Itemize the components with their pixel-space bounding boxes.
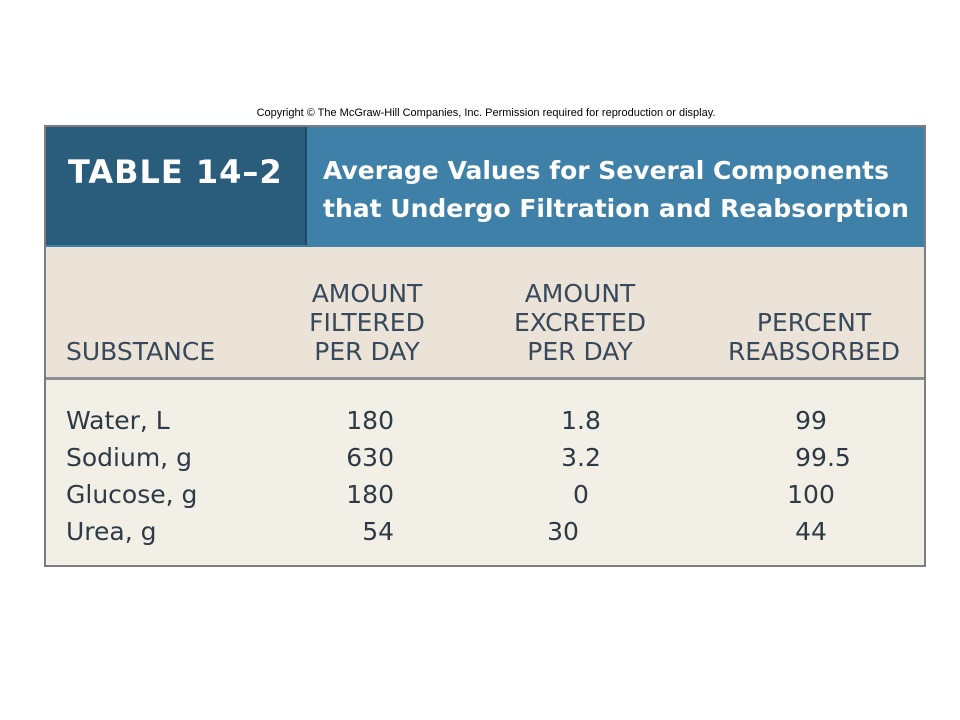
column-header-line: PER DAY <box>527 337 633 366</box>
copyright-notice: Copyright © The McGraw-Hill Companies, I… <box>256 107 716 119</box>
column-header-amount-excreted: AMOUNT EXCRETED PER DAY <box>505 279 655 366</box>
table-title-line: Average Values for Several Components <box>323 156 890 185</box>
column-header-line: PERCENT <box>756 308 872 337</box>
column-header-line: AMOUNT <box>311 279 423 308</box>
data-table: TABLE 14–2 Average Values for Several Co… <box>44 125 926 567</box>
table-title-band: TABLE 14–2 Average Values for Several Co… <box>46 127 924 247</box>
table-number-panel: TABLE 14–2 <box>46 127 307 245</box>
column-header-line: AMOUNT <box>524 279 636 308</box>
table-title-line: that Undergo Filtration and Reabsorption <box>323 194 909 223</box>
column-header-line: REABSORBED <box>727 337 901 366</box>
table-title: Average Values for Several Components th… <box>323 152 909 228</box>
column-header-line: SUBSTANCE <box>66 337 216 366</box>
column-header-line: PER DAY <box>314 337 420 366</box>
column-header-substance: SUBSTANCE <box>66 337 215 366</box>
column-header-line: EXCRETED <box>513 308 647 337</box>
table-number: TABLE 14–2 <box>68 153 283 191</box>
column-header-amount-filtered: AMOUNT FILTERED PER DAY <box>292 279 442 366</box>
column-header-percent-reabsorbed: PERCENT REABSORBED <box>724 308 904 366</box>
column-header-band <box>46 247 924 380</box>
table-overlay: SUBSTANCE AMOUNT FILTERED PER DAY AMOUNT… <box>44 125 926 567</box>
column-header-line: FILTERED <box>309 308 425 337</box>
